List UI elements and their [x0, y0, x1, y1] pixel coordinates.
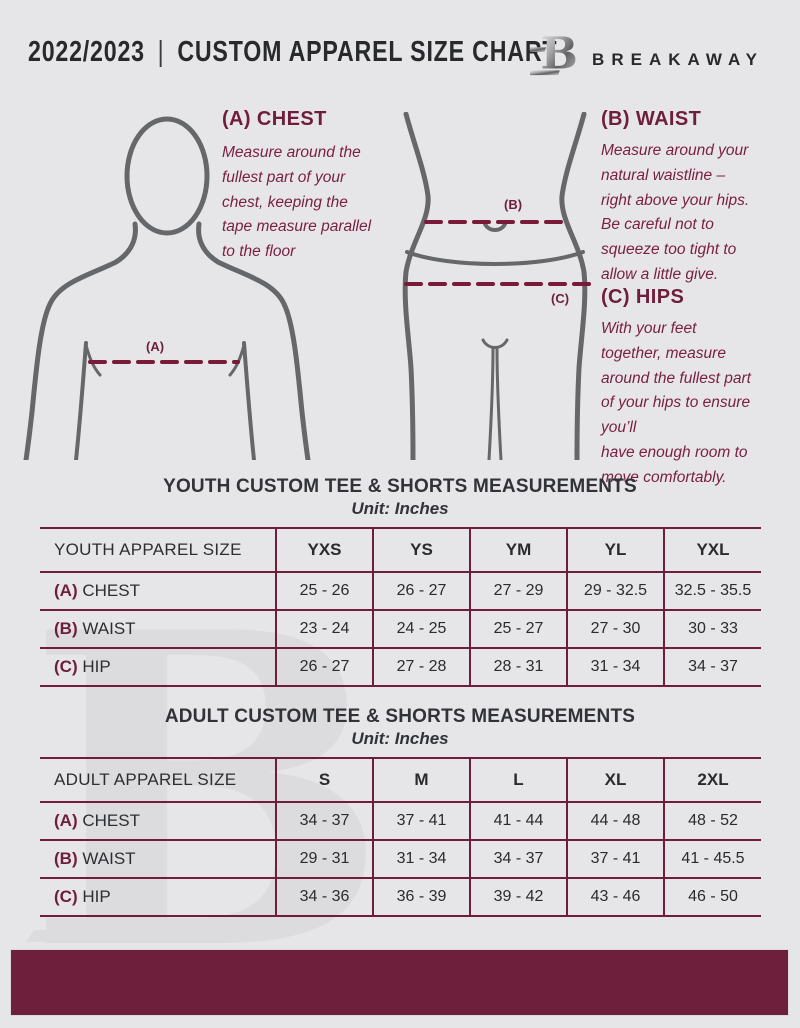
- value-cell: 29 - 32.5: [566, 572, 664, 610]
- upper-body-figure: [23, 116, 311, 460]
- header-cell: YXS: [275, 528, 373, 572]
- brand-name: BREAKAWAY: [592, 50, 764, 69]
- value-cell: 23 - 24: [275, 610, 373, 648]
- header-cell: XL: [566, 758, 664, 802]
- value-cell: 29 - 31: [275, 840, 373, 878]
- value-cell: 30 - 33: [663, 610, 761, 648]
- adult-table-unit: Unit: Inches: [351, 729, 449, 748]
- value-cell: 32.5 - 35.5: [663, 572, 761, 610]
- title-separator: |: [157, 36, 165, 68]
- header-cell: M: [372, 758, 470, 802]
- value-cell: 34 - 36: [275, 878, 373, 916]
- value-cell: 27 - 29: [469, 572, 567, 610]
- youth-table-title: YOUTH CUSTOM TEE & SHORTS MEASUREMENTS: [163, 476, 637, 497]
- value-cell: 39 - 42: [469, 878, 567, 916]
- header-cell: YS: [372, 528, 470, 572]
- value-cell: 34 - 37: [469, 840, 567, 878]
- value-cell: 26 - 27: [275, 648, 373, 686]
- header-cell: YM: [469, 528, 567, 572]
- row-label: CHEST: [82, 581, 140, 600]
- row-label-cell: (A) CHEST: [40, 802, 276, 840]
- value-cell: 41 - 45.5: [663, 840, 761, 878]
- value-cell: 31 - 34: [372, 840, 470, 878]
- row-label: WAIST: [82, 619, 136, 638]
- header-cell: S: [275, 758, 373, 802]
- chest-heading: (A) CHEST: [222, 108, 327, 130]
- value-cell: 34 - 37: [663, 648, 761, 686]
- value-cell: 37 - 41: [566, 840, 664, 878]
- adult-header-row: ADULT APPAREL SIZE S M L XL 2XL: [40, 758, 761, 802]
- value-cell: 36 - 39: [372, 878, 470, 916]
- youth-table-unit: Unit: Inches: [351, 499, 449, 518]
- table-row: (C) HIP 34 - 36 36 - 39 39 - 42 43 - 46 …: [40, 878, 761, 916]
- header-cell: YXL: [663, 528, 761, 572]
- header-cell: YOUTH APPAREL SIZE: [54, 540, 242, 559]
- row-prefix: (C): [54, 657, 78, 676]
- breakaway-logo-icon: B: [530, 28, 578, 79]
- row-label: HIP: [82, 657, 111, 676]
- waist-line-label: (B): [504, 197, 523, 212]
- table-row: (A) CHEST 34 - 37 37 - 41 41 - 44 44 - 4…: [40, 802, 761, 840]
- row-label: HIP: [82, 887, 111, 906]
- value-cell: 26 - 27: [372, 572, 470, 610]
- adult-size-table: ADULT APPAREL SIZE S M L XL 2XL (A) CHES…: [40, 757, 761, 917]
- value-cell: 27 - 30: [566, 610, 664, 648]
- row-prefix: (A): [54, 581, 78, 600]
- page-title-year: 2022/2023: [28, 36, 145, 68]
- row-prefix: (B): [54, 619, 78, 638]
- table-row: (C) HIP 26 - 27 27 - 28 28 - 31 31 - 34 …: [40, 648, 761, 686]
- hips-description: With your feet together, measure around …: [601, 320, 751, 486]
- row-label-cell: (C) HIP: [40, 878, 276, 916]
- value-cell: 25 - 26: [275, 572, 373, 610]
- value-cell: 24 - 25: [372, 610, 470, 648]
- waist-description: Measure around your natural waistline – …: [601, 142, 750, 283]
- page-title-text: CUSTOM APPAREL SIZE CHART: [177, 36, 558, 68]
- table-row: (B) WAIST 23 - 24 24 - 25 25 - 27 27 - 3…: [40, 610, 761, 648]
- youth-size-table: YOUTH APPAREL SIZE YXS YS YM YL YXL (A) …: [40, 527, 761, 687]
- table-row: (B) WAIST 29 - 31 31 - 34 34 - 37 37 - 4…: [40, 840, 761, 878]
- row-label: WAIST: [82, 849, 136, 868]
- value-cell: 28 - 31: [469, 648, 567, 686]
- hip-line-label: (C): [551, 291, 570, 306]
- value-cell: 25 - 27: [469, 610, 567, 648]
- table-row: (A) CHEST 25 - 26 26 - 27 27 - 29 29 - 3…: [40, 572, 761, 610]
- header-cell: ADULT APPAREL SIZE: [54, 770, 237, 789]
- footer-bar: [10, 949, 789, 1016]
- hips-heading: (C) HIPS: [601, 286, 685, 308]
- value-cell: 37 - 41: [372, 802, 470, 840]
- watermark-underline: [25, 930, 183, 942]
- row-label-cell: (C) HIP: [40, 648, 276, 686]
- value-cell: 44 - 48: [566, 802, 664, 840]
- waist-heading: (B) WAIST: [601, 108, 702, 130]
- value-cell: 41 - 44: [469, 802, 567, 840]
- value-cell: 27 - 28: [372, 648, 470, 686]
- chest-description: Measure around the fullest part of your …: [222, 144, 372, 261]
- header-cell: 2XL: [663, 758, 761, 802]
- value-cell: 34 - 37: [275, 802, 373, 840]
- chest-line-label: (A): [146, 339, 165, 354]
- header-cell: YL: [566, 528, 664, 572]
- row-label-cell: (B) WAIST: [40, 840, 276, 878]
- value-cell: 48 - 52: [663, 802, 761, 840]
- row-label: CHEST: [82, 811, 140, 830]
- header-cell: L: [469, 758, 567, 802]
- adult-table-title: ADULT CUSTOM TEE & SHORTS MEASUREMENTS: [164, 706, 636, 727]
- row-label-cell: (A) CHEST: [40, 572, 276, 610]
- page-title: 2022/2023 | CUSTOM APPAREL SIZE CHART: [28, 36, 557, 69]
- youth-header-row: YOUTH APPAREL SIZE YXS YS YM YL YXL: [40, 528, 761, 572]
- row-label-cell: (B) WAIST: [40, 610, 276, 648]
- row-prefix: (B): [54, 849, 78, 868]
- value-cell: 43 - 46: [566, 878, 664, 916]
- value-cell: 46 - 50: [663, 878, 761, 916]
- lower-body-figure: [402, 112, 598, 460]
- row-prefix: (C): [54, 887, 78, 906]
- row-prefix: (A): [54, 811, 78, 830]
- value-cell: 31 - 34: [566, 648, 664, 686]
- brand-block: B BREAKAWAY: [530, 26, 764, 80]
